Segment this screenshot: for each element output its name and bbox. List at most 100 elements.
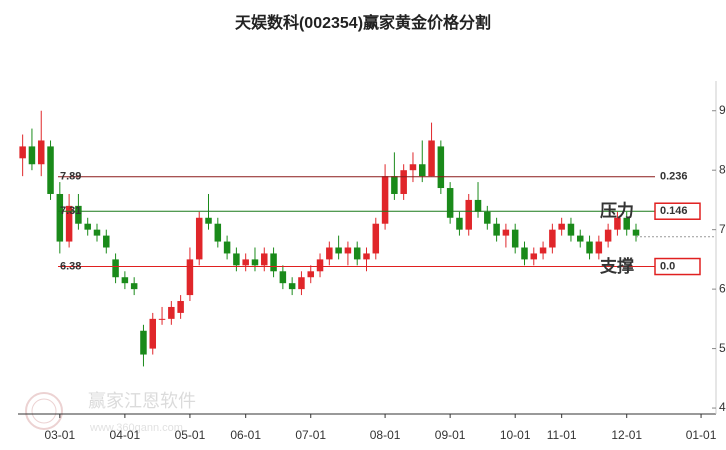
candle-body <box>233 253 240 266</box>
candle-body <box>84 223 91 230</box>
candle-body <box>511 229 519 248</box>
candle-body <box>205 217 212 224</box>
candle-body <box>623 217 630 230</box>
candle-body <box>186 259 194 296</box>
level-ratio: 0.146 <box>660 205 688 217</box>
y-tick-label: 8 <box>719 162 726 176</box>
level-price: 7.31 <box>60 205 81 217</box>
candle-body <box>298 277 305 290</box>
x-tick-label: 03-01 <box>44 428 75 442</box>
y-tick-label: 7 <box>719 222 726 236</box>
candle-body <box>168 306 175 319</box>
candle-body <box>65 205 73 242</box>
x-tick-label: 06-01 <box>230 428 261 442</box>
chart-title: 天娱数科(002354)赢家黄金价格分割 <box>235 13 491 32</box>
candle-body <box>474 199 482 212</box>
x-tick-label: 01-01 <box>686 428 717 442</box>
candle-body <box>335 247 342 254</box>
level-box <box>654 202 701 220</box>
candle-body <box>521 247 528 260</box>
candle-body <box>37 140 45 165</box>
candle-body <box>428 140 435 177</box>
candle-body <box>558 223 565 230</box>
x-tick-label: 11-01 <box>547 428 577 442</box>
candle-body <box>391 176 398 194</box>
candle-body <box>419 164 426 177</box>
candle-body <box>372 223 380 254</box>
candle-body <box>103 235 110 248</box>
candle-body <box>326 247 333 260</box>
watermark-logo <box>31 398 57 424</box>
candle-body <box>586 241 593 254</box>
candle-body <box>28 146 36 165</box>
candle-body <box>409 164 417 171</box>
candle-body <box>177 301 184 313</box>
y-tick-label: 6 <box>719 281 726 295</box>
candle-body <box>363 253 370 260</box>
candle-body <box>530 253 538 260</box>
level-ratio: 0.236 <box>660 171 688 183</box>
watermark-url: www.360gann.com <box>89 422 183 434</box>
candle-body <box>270 253 277 272</box>
candle-body <box>567 223 575 236</box>
x-tick-label: 08-01 <box>370 428 401 442</box>
candle-body <box>604 229 612 242</box>
watermark-logo <box>25 392 63 430</box>
candle-body <box>493 223 500 236</box>
candle-body <box>19 146 26 159</box>
candle-body <box>549 229 556 248</box>
candle-body <box>614 217 621 230</box>
candle-body <box>158 318 166 320</box>
candle-body <box>130 283 138 290</box>
candle-body <box>502 229 510 236</box>
watermark-name: 赢家江恩软件 <box>88 390 196 411</box>
candle-body <box>344 247 352 254</box>
candle-body <box>465 199 472 230</box>
y-tick-label: 9 <box>719 103 726 117</box>
candle-body <box>307 271 314 278</box>
candle-body <box>632 229 640 236</box>
level-box <box>654 257 701 276</box>
candle-body <box>400 170 407 194</box>
candle-body <box>223 241 231 254</box>
candle-body <box>381 176 389 224</box>
candle-body <box>93 229 101 236</box>
candle-body <box>288 283 296 290</box>
candle-body <box>112 259 119 278</box>
candle-body <box>251 259 259 266</box>
y-tick-label: 4 <box>719 400 726 414</box>
level-ratio: 0.0 <box>660 260 675 272</box>
candle-body <box>75 205 82 224</box>
candle-body <box>279 271 287 284</box>
x-tick-label: 12-01 <box>611 428 642 442</box>
level-price: 6.38 <box>60 260 81 272</box>
candle-body <box>576 235 584 242</box>
candle-body <box>47 146 54 194</box>
candle-body <box>316 259 324 272</box>
candle-body <box>121 277 129 284</box>
candle-body <box>446 188 454 218</box>
candle-body <box>456 217 463 230</box>
candle-body <box>149 318 157 349</box>
level-price: 7.89 <box>60 171 81 183</box>
candle-body <box>242 259 249 266</box>
x-tick-label: 09-01 <box>435 428 466 442</box>
candle-body <box>214 223 222 242</box>
candle-body <box>484 211 491 224</box>
candle-body <box>437 146 445 189</box>
candle-body <box>595 241 603 254</box>
candle-body <box>353 247 361 260</box>
candle-body <box>539 247 547 254</box>
x-tick-label: 07-01 <box>295 428 326 442</box>
level-annotation: 支撑 <box>600 256 634 276</box>
x-tick-label: 05-01 <box>175 428 206 442</box>
x-tick-label: 04-01 <box>110 428 141 442</box>
candle-body <box>195 217 203 260</box>
candle-body <box>140 330 147 355</box>
watermark: 赢家江恩软件 www.360gann.com <box>25 390 196 434</box>
x-tick-label: 10-01 <box>500 428 531 442</box>
candle-body <box>56 193 64 242</box>
level-annotation: 压力 <box>600 201 634 221</box>
y-tick-label: 5 <box>719 341 726 355</box>
